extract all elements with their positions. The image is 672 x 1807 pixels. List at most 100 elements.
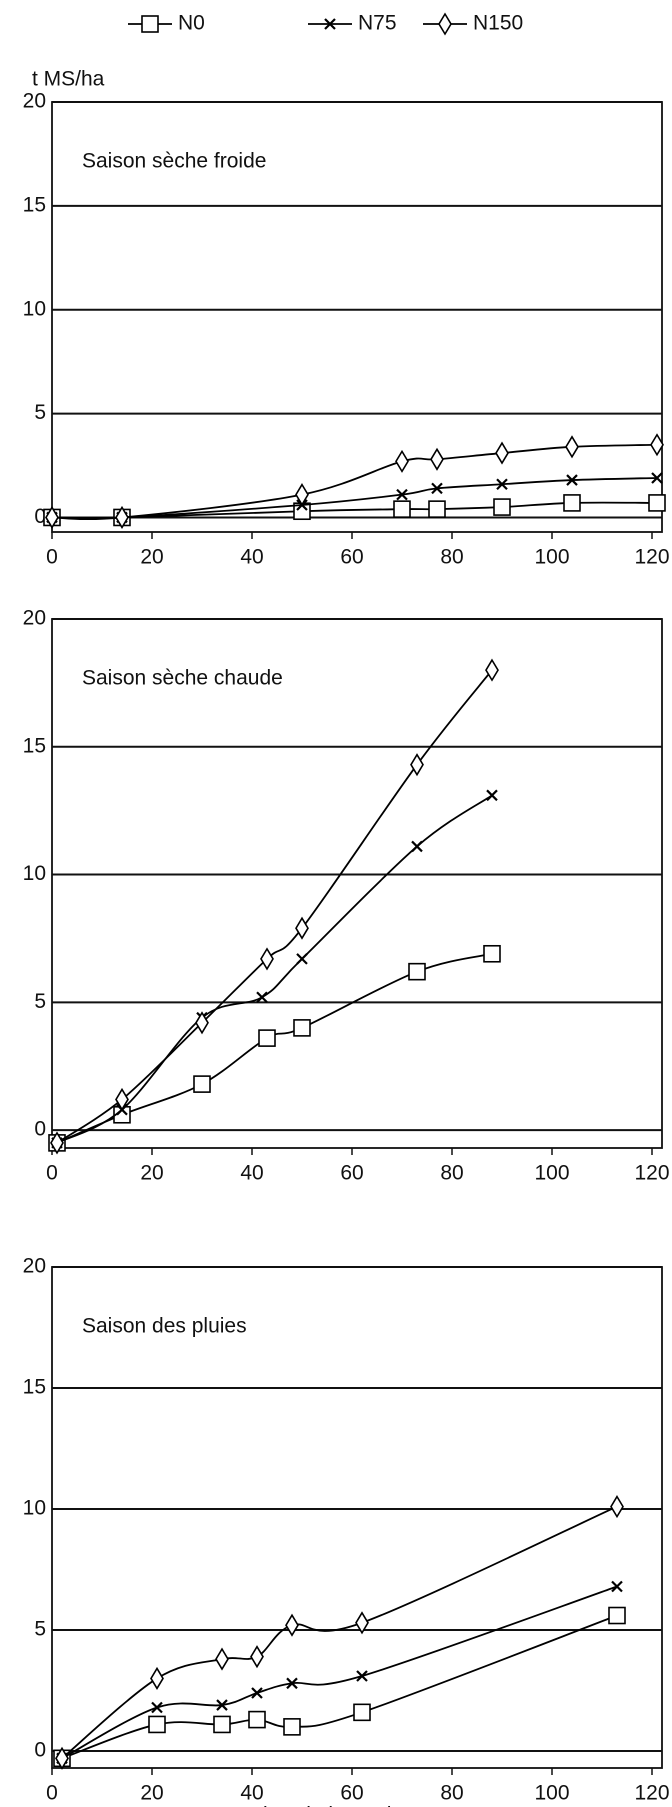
- y-tick-label: 10: [23, 297, 46, 320]
- marker-diamond: [430, 447, 444, 471]
- marker-x: [651, 472, 663, 484]
- marker-diamond: [260, 947, 274, 971]
- marker-square: [258, 1029, 276, 1047]
- marker-x: [296, 953, 308, 965]
- marker-diamond: [355, 1611, 369, 1635]
- y-tick-label: 15: [23, 1376, 46, 1399]
- x-axis-label: Nombre de jours de repousse: [219, 1804, 496, 1807]
- marker-x: [611, 1580, 623, 1593]
- x-tick-label: 120: [634, 1162, 669, 1185]
- marker-x: [356, 1670, 368, 1682]
- marker-x: [431, 482, 443, 495]
- plot-frame: [51, 618, 663, 1149]
- x-tick-label: 20: [140, 546, 163, 569]
- x-tick-label: 0: [46, 546, 58, 569]
- marker-diamond: [50, 1131, 64, 1155]
- panel-title: Saison sèche chaude: [82, 667, 283, 690]
- marker-diamond: [115, 1087, 129, 1111]
- marker-x: [496, 478, 508, 490]
- x-tick-label: 80: [440, 1782, 463, 1805]
- marker-diamond: [115, 505, 129, 530]
- x-tick-label: 120: [634, 546, 669, 569]
- legend-label: N0: [178, 12, 205, 35]
- x-tick-label: 0: [46, 1782, 58, 1805]
- marker-diamond: [485, 658, 499, 682]
- marker-square: [193, 1075, 211, 1093]
- x-tick-label: 100: [534, 1162, 569, 1185]
- marker-diamond: [295, 916, 309, 940]
- x-tick-label: 20: [140, 1162, 163, 1185]
- panel-title: Saison des pluies: [82, 1315, 247, 1338]
- panel-title: Saison sèche froide: [82, 150, 266, 173]
- legend-marker: [141, 15, 159, 33]
- x-tick-label: 40: [240, 546, 263, 569]
- marker-diamond: [650, 433, 664, 457]
- marker-square: [428, 500, 446, 518]
- y-tick-label: 0: [34, 505, 46, 528]
- legend-marker: [438, 12, 452, 36]
- marker-square: [563, 494, 581, 512]
- marker-square: [148, 1715, 166, 1734]
- y-tick-label: 10: [23, 1497, 46, 1520]
- y-tick-label: 5: [34, 1618, 46, 1641]
- y-tick-label: 15: [23, 193, 46, 216]
- marker-x: [151, 1701, 163, 1714]
- marker-diamond: [250, 1645, 264, 1669]
- marker-square: [483, 944, 501, 963]
- y-tick-label: 20: [23, 1255, 46, 1278]
- x-tick-label: 40: [240, 1782, 263, 1805]
- x-tick-label: 60: [340, 1782, 363, 1805]
- marker-square: [408, 962, 426, 981]
- x-tick-label: 0: [46, 1162, 58, 1185]
- marker-square: [353, 1703, 371, 1722]
- y-tick-label: 20: [23, 607, 46, 630]
- marker-x: [286, 1677, 298, 1690]
- legend-label: N150: [473, 12, 523, 35]
- y-tick-label: 20: [23, 90, 46, 113]
- marker-x: [256, 991, 268, 1003]
- x-tick-label: 60: [340, 1162, 363, 1185]
- series-line: [61, 1585, 618, 1760]
- marker-diamond: [610, 1495, 624, 1519]
- y-tick-label: 5: [34, 990, 46, 1013]
- x-tick-label: 20: [140, 1782, 163, 1805]
- x-tick-label: 100: [534, 546, 569, 569]
- marker-diamond: [495, 441, 509, 465]
- y-tick-label: 15: [23, 734, 46, 757]
- legend-marker: [324, 18, 336, 30]
- marker-square: [493, 498, 511, 516]
- marker-x: [251, 1687, 263, 1699]
- marker-diamond: [410, 753, 424, 777]
- marker-x: [396, 488, 408, 501]
- marker-diamond: [295, 483, 309, 507]
- x-tick-label: 40: [240, 1162, 263, 1185]
- plot-frame: [51, 101, 663, 533]
- marker-square: [293, 1019, 311, 1037]
- legend-label: N75: [358, 12, 397, 35]
- marker-square: [248, 1710, 266, 1729]
- marker-diamond: [55, 1746, 69, 1770]
- marker-diamond: [565, 435, 579, 459]
- marker-square: [648, 494, 666, 512]
- marker-square: [393, 500, 411, 518]
- x-tick-label: 120: [634, 1782, 669, 1805]
- x-tick-label: 100: [534, 1782, 569, 1805]
- marker-diamond: [45, 505, 59, 530]
- y-tick-label: 5: [34, 401, 46, 424]
- marker-square: [213, 1715, 231, 1734]
- y-axis-label: t MS/ha: [32, 68, 105, 91]
- x-tick-label: 80: [440, 546, 463, 569]
- marker-diamond: [215, 1647, 229, 1671]
- y-tick-label: 0: [34, 1739, 46, 1762]
- marker-diamond: [285, 1613, 299, 1637]
- x-tick-label: 60: [340, 546, 363, 569]
- marker-x: [216, 1699, 228, 1711]
- marker-diamond: [195, 1011, 209, 1035]
- plot-frame: [51, 1266, 663, 1769]
- y-tick-label: 0: [34, 1118, 46, 1141]
- series-line: [51, 443, 658, 521]
- marker-diamond: [395, 449, 409, 473]
- marker-square: [608, 1606, 626, 1625]
- series-line: [56, 669, 493, 1144]
